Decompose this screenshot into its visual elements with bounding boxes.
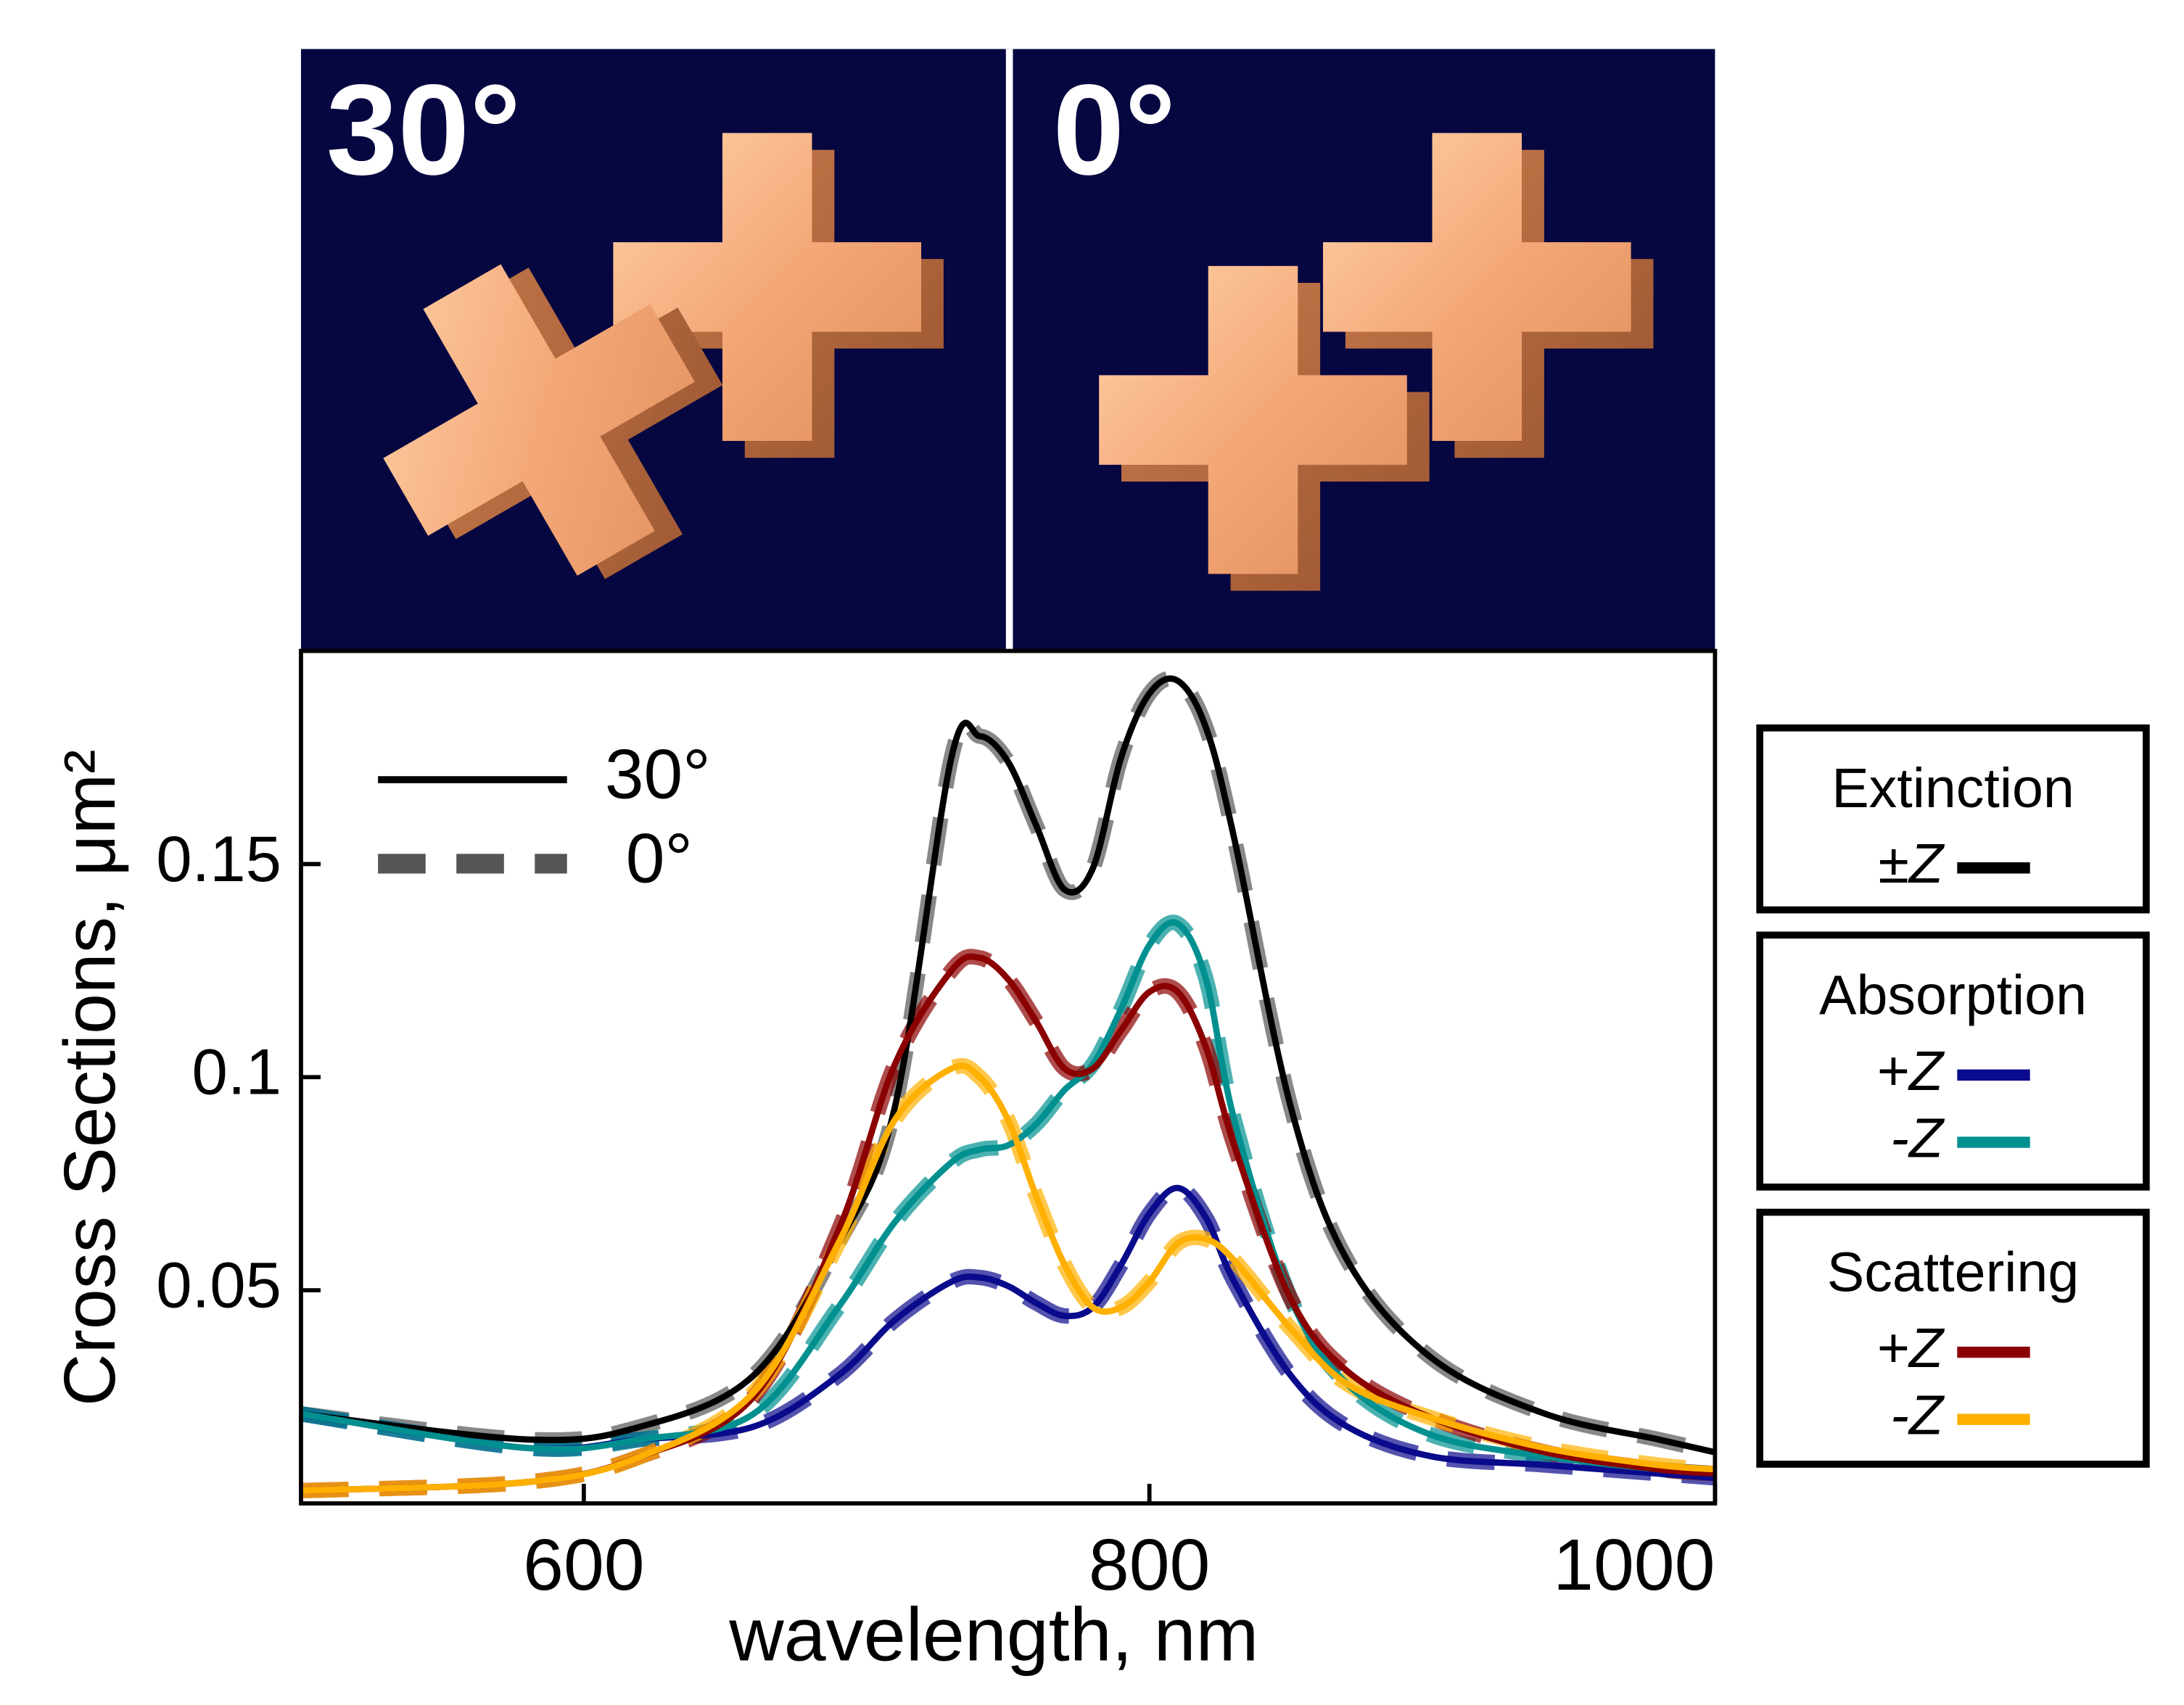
x-tick-label: 1000 <box>1553 1524 1715 1606</box>
series-line <box>300 675 1716 1456</box>
plot-area <box>300 651 1715 1504</box>
legend-box <box>1756 724 2150 914</box>
legend-label: 0° <box>626 820 693 897</box>
legend-title: Scattering <box>1827 1242 2080 1304</box>
series-line <box>300 1062 1715 1494</box>
x-tick-label: 800 <box>1089 1524 1210 1606</box>
legend-box <box>1756 931 2150 1191</box>
legend-label: 30° <box>605 736 711 814</box>
y-tick-label: 0.15 <box>156 823 281 895</box>
legend-label: +Z <box>1876 1040 1945 1102</box>
y-tick-label: 0.05 <box>156 1250 281 1321</box>
legend-box <box>1756 1208 2150 1468</box>
series-line <box>300 919 1715 1477</box>
legend-title: Extinction <box>1831 757 2074 820</box>
legend-title: Absorption <box>1819 965 2087 1027</box>
y-tick-label: 0.1 <box>192 1036 281 1108</box>
lines <box>300 671 1717 1498</box>
x-axis-label: wavelength, nm <box>728 1593 1258 1677</box>
legend-label: +Z <box>1876 1317 1945 1379</box>
render-panels: 30° 0° <box>300 49 1715 651</box>
panel-label: 0° <box>1052 57 1176 202</box>
legend-label: -Z <box>1890 1107 1945 1169</box>
legend-label: ±Z <box>1879 833 1945 895</box>
panel-label: 30° <box>326 57 522 202</box>
y-axis-label: Cross Sections, μm² <box>49 750 131 1407</box>
x-tick-label: 600 <box>523 1524 644 1606</box>
legend-label: -Z <box>1890 1384 1945 1447</box>
